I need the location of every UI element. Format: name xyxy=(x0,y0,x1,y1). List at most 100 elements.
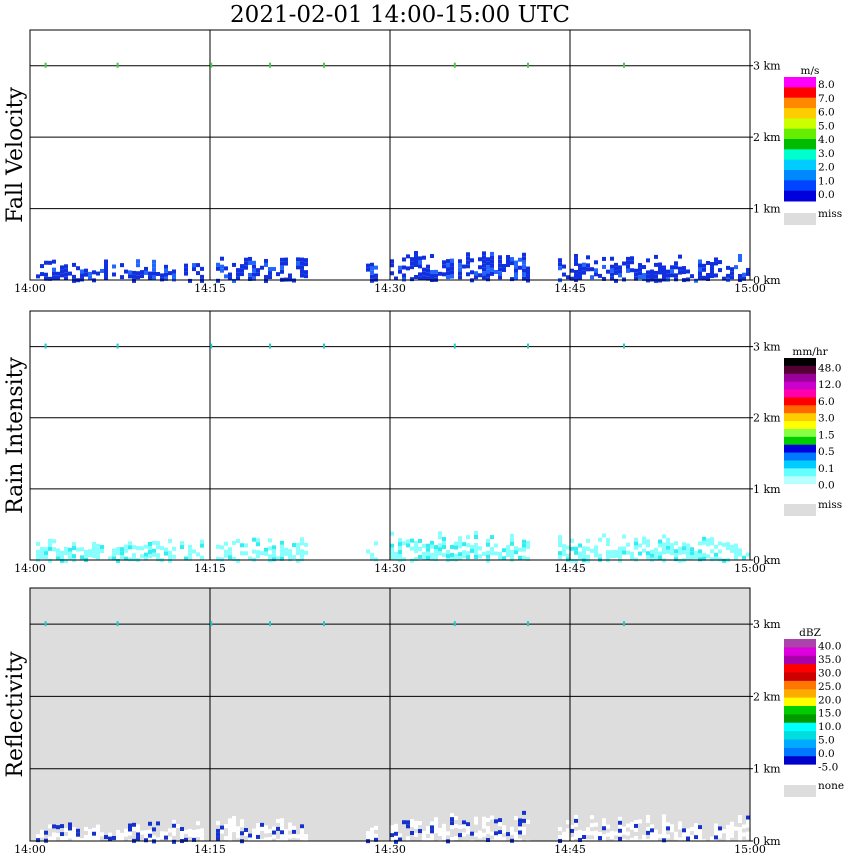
echo-cell xyxy=(602,838,606,843)
echo-cell xyxy=(398,833,402,838)
echo-cell xyxy=(466,826,470,831)
echo-cell xyxy=(622,277,626,282)
echo-cell xyxy=(462,832,466,837)
echo-cell xyxy=(108,556,112,561)
echo-cell xyxy=(148,829,152,834)
echo-cell xyxy=(482,824,486,829)
echo-cell xyxy=(148,553,152,558)
echo-cell xyxy=(398,269,402,274)
echo-cell xyxy=(450,262,454,267)
x-tick-label: 14:45 xyxy=(554,562,586,575)
echo-cell xyxy=(36,274,40,279)
echo-cell xyxy=(64,546,68,551)
echo-cell xyxy=(136,271,140,276)
echo-cell xyxy=(598,553,602,558)
echo-cell xyxy=(558,543,562,548)
echo-cell xyxy=(132,822,136,827)
echo-cell xyxy=(562,272,566,277)
echo-cell xyxy=(578,555,582,560)
panel-2: 14:00 14:15 14:30 14:45 15:000 km 1 km 2 km 3 k… xyxy=(3,587,844,856)
echo-cell xyxy=(494,543,498,548)
echo-cell xyxy=(654,278,658,283)
echo-cell xyxy=(300,557,304,562)
echo-cell xyxy=(104,275,108,280)
echo-cell xyxy=(462,554,466,559)
echo-cell xyxy=(370,278,374,283)
echo-cell xyxy=(486,261,490,266)
y-tick-label: 3 km xyxy=(753,341,781,354)
echo-cell xyxy=(224,553,228,558)
echo-cell xyxy=(638,263,642,268)
echo-cell xyxy=(486,838,490,843)
echo-cell xyxy=(450,813,454,818)
echo-cell xyxy=(100,832,104,837)
echo-cell xyxy=(124,269,128,274)
echo-cell xyxy=(292,829,296,834)
echo-cell xyxy=(630,821,634,826)
echo-cell xyxy=(164,551,168,556)
echo-cell xyxy=(76,836,80,841)
echo-cell xyxy=(618,265,622,270)
echo-cell xyxy=(634,272,638,277)
echo-cell xyxy=(76,832,80,837)
echo-cell xyxy=(622,830,626,835)
echo-cell xyxy=(462,820,466,825)
echo-cell xyxy=(144,270,148,275)
echo-cell xyxy=(458,540,462,545)
echo-cell xyxy=(48,260,52,265)
legend-label: -5.0 xyxy=(818,761,838,773)
echo-cell xyxy=(458,263,462,268)
echo-cell xyxy=(482,820,486,825)
echo-cell xyxy=(698,267,702,272)
echo-cell xyxy=(678,558,682,563)
echo-cell xyxy=(522,268,526,273)
echo-cell xyxy=(470,831,474,836)
echo-cell xyxy=(300,257,304,262)
echo-cell xyxy=(284,257,288,262)
echo-cell xyxy=(634,268,638,273)
echo-cell xyxy=(84,272,88,277)
echo-cell xyxy=(52,836,56,841)
echo-cell xyxy=(120,832,124,837)
echo-cell xyxy=(300,261,304,266)
echo-cell xyxy=(252,549,256,554)
echo-cell xyxy=(474,531,478,536)
echo-cell xyxy=(128,545,132,550)
echo-cell xyxy=(718,541,722,546)
echo-cell xyxy=(490,551,494,556)
echo-cell xyxy=(84,826,88,831)
echo-cell xyxy=(558,535,562,540)
echo-cell xyxy=(88,271,92,276)
echo-cell xyxy=(570,538,574,543)
echo-cell xyxy=(698,829,702,834)
echo-cell xyxy=(474,820,478,825)
echo-cell xyxy=(228,822,232,827)
echo-cell xyxy=(216,556,220,561)
echo-cell xyxy=(132,557,136,562)
echo-cell xyxy=(570,546,574,551)
echo-cell xyxy=(510,277,514,282)
echo-cell xyxy=(60,836,64,841)
echo-cell xyxy=(490,547,494,552)
echo-cell xyxy=(526,544,530,549)
echo-cell xyxy=(594,830,598,835)
echo-cell xyxy=(442,272,446,277)
echo-cell xyxy=(434,817,438,822)
echo-cell xyxy=(116,837,120,842)
echo-cell xyxy=(96,555,100,560)
echo-cell xyxy=(646,270,650,275)
echo-cell xyxy=(478,834,482,839)
echo-cell xyxy=(56,552,60,557)
echo-cell xyxy=(738,815,742,820)
echo-cell xyxy=(188,832,192,837)
echo-cell xyxy=(714,831,718,836)
echo-cell xyxy=(582,835,586,840)
echo-cell xyxy=(574,269,578,274)
echo-cell xyxy=(606,550,610,555)
legend-swatch xyxy=(784,655,816,665)
echo-cell xyxy=(422,255,426,260)
echo-cell xyxy=(610,831,614,836)
echo-cell xyxy=(52,539,56,544)
echo-cell xyxy=(482,551,486,556)
echo-cell xyxy=(650,269,654,274)
